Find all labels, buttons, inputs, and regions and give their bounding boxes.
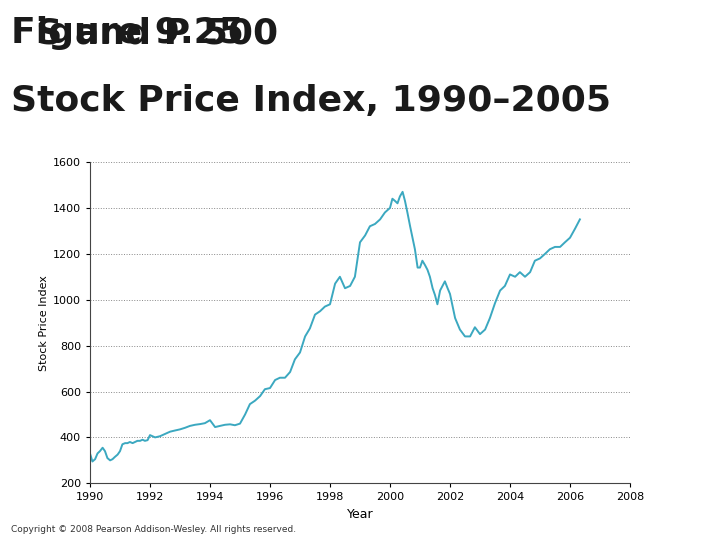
Text: Figure 9.25: Figure 9.25 — [11, 16, 243, 50]
Text: S and P 500: S and P 500 — [11, 16, 278, 50]
Text: Copyright © 2008 Pearson Addison-Wesley. All rights reserved.: Copyright © 2008 Pearson Addison-Wesley.… — [11, 524, 296, 534]
Text: 9-57: 9-57 — [642, 502, 694, 522]
Y-axis label: Stock Price Index: Stock Price Index — [39, 275, 49, 370]
Text: Stock Price Index, 1990–2005: Stock Price Index, 1990–2005 — [11, 84, 611, 118]
X-axis label: Year: Year — [347, 508, 373, 521]
